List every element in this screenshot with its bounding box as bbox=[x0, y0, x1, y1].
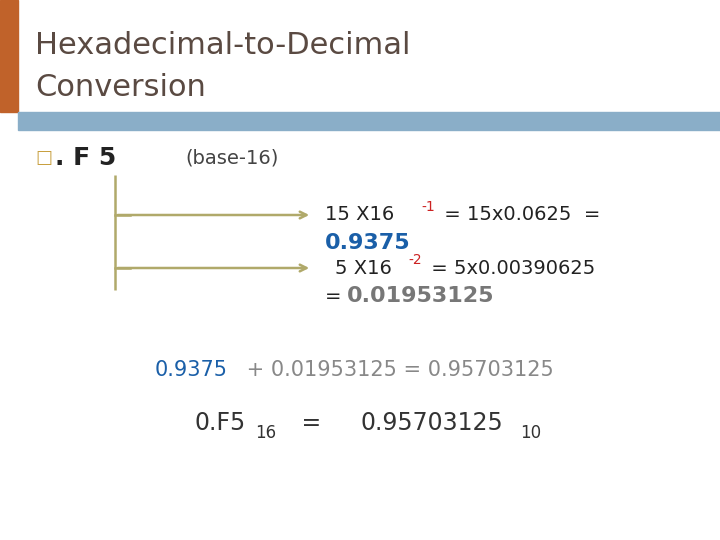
Text: 0.01953125: 0.01953125 bbox=[347, 286, 495, 306]
Text: = 15x0.0625  =: = 15x0.0625 = bbox=[438, 206, 600, 225]
Text: □: □ bbox=[35, 149, 52, 167]
Text: . F 5: . F 5 bbox=[55, 146, 116, 170]
Text: + 0.01953125 = 0.95703125: + 0.01953125 = 0.95703125 bbox=[240, 360, 554, 380]
Text: -2: -2 bbox=[408, 253, 422, 267]
Text: 16: 16 bbox=[255, 424, 276, 442]
Bar bbox=[0, 0, 18, 112]
Text: Hexadecimal-to-Decimal: Hexadecimal-to-Decimal bbox=[35, 30, 410, 59]
Text: 0.9375: 0.9375 bbox=[155, 360, 228, 380]
Text: 0.95703125: 0.95703125 bbox=[360, 411, 503, 435]
Text: -1: -1 bbox=[421, 200, 435, 214]
Text: 15 X16: 15 X16 bbox=[325, 206, 395, 225]
Text: =: = bbox=[279, 411, 343, 435]
Text: = 5x0.00390625: = 5x0.00390625 bbox=[425, 259, 595, 278]
Text: (base-16): (base-16) bbox=[185, 148, 279, 167]
Text: 0.9375: 0.9375 bbox=[325, 233, 410, 253]
Text: =: = bbox=[325, 287, 348, 306]
Bar bbox=[18, 112, 720, 130]
Text: 0.F5: 0.F5 bbox=[195, 411, 246, 435]
Text: Conversion: Conversion bbox=[35, 73, 206, 103]
Text: 5 X16: 5 X16 bbox=[335, 259, 392, 278]
Text: 10: 10 bbox=[520, 424, 541, 442]
